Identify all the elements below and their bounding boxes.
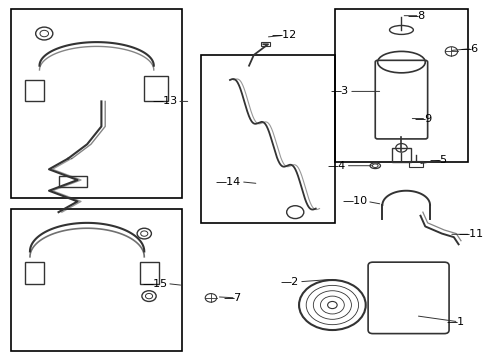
- Bar: [25, 262, 44, 284]
- Bar: [261, 42, 269, 46]
- Bar: [11, 208, 182, 351]
- Text: —7: —7: [224, 293, 242, 303]
- Text: —3: —3: [330, 86, 348, 96]
- Text: —12: —12: [271, 30, 297, 40]
- Text: —4: —4: [327, 161, 345, 171]
- Bar: [59, 176, 87, 187]
- Bar: [139, 262, 158, 284]
- Bar: [144, 76, 168, 102]
- Text: —5: —5: [428, 156, 447, 165]
- Bar: [201, 55, 334, 223]
- Bar: [391, 148, 410, 162]
- Text: —2: —2: [280, 277, 299, 287]
- Text: —14: —14: [215, 177, 241, 187]
- Text: —15: —15: [142, 279, 167, 289]
- Text: —9: —9: [413, 113, 432, 123]
- Text: —6: —6: [459, 44, 477, 54]
- Bar: [408, 161, 422, 167]
- Text: —10: —10: [341, 197, 366, 206]
- Bar: [11, 9, 182, 198]
- Text: —13: —13: [152, 96, 177, 107]
- Bar: [334, 9, 467, 162]
- Text: —8: —8: [407, 11, 425, 21]
- Text: —11: —11: [458, 229, 483, 239]
- Text: —1: —1: [446, 317, 464, 327]
- Bar: [25, 80, 44, 102]
